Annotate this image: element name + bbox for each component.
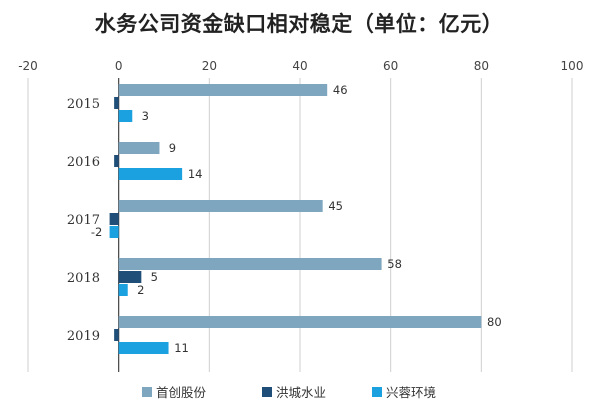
data-label: -2 — [91, 225, 102, 239]
data-label: 80 — [487, 315, 502, 329]
x-tick-label: 60 — [383, 59, 398, 73]
bar — [114, 97, 119, 109]
category-label: 2017 — [67, 213, 100, 228]
x-tick-label: 100 — [561, 59, 584, 73]
data-label: 11 — [174, 341, 189, 355]
bar — [114, 329, 119, 341]
bar — [118, 271, 142, 283]
x-tick-label: -20 — [18, 59, 38, 73]
x-tick-label: 20 — [202, 59, 217, 73]
bar — [118, 316, 482, 328]
bar — [118, 142, 160, 154]
data-label: 46 — [333, 83, 348, 97]
category-label: 2018 — [67, 271, 100, 286]
legend-swatch — [262, 387, 272, 397]
chart-title: 水务公司资金缺口相对稳定（单位：亿元） — [94, 12, 504, 36]
data-label: 14 — [188, 167, 203, 181]
x-tick-label: 0 — [115, 59, 123, 73]
bar — [118, 342, 169, 354]
category-label: 2015 — [67, 97, 100, 112]
bar — [118, 168, 183, 180]
data-label: 3 — [142, 109, 149, 123]
bar — [118, 258, 382, 270]
data-label: 9 — [169, 141, 176, 155]
category-label: 2019 — [67, 329, 100, 344]
data-label: 58 — [387, 257, 402, 271]
legend-label: 首创股份 — [156, 385, 207, 400]
bar — [118, 110, 133, 122]
x-tick-label: 40 — [292, 59, 307, 73]
bar — [118, 200, 323, 212]
category-label: 2016 — [67, 155, 100, 170]
x-tick-label: 80 — [474, 59, 489, 73]
data-label: 5 — [151, 270, 158, 284]
legend-swatch — [142, 387, 152, 397]
bar — [114, 155, 119, 167]
legend-label: 洪城水业 — [276, 385, 326, 400]
bar — [109, 226, 119, 238]
legend-label: 兴蓉环境 — [386, 385, 436, 400]
bar — [118, 284, 128, 296]
legend-swatch — [372, 387, 382, 397]
bar — [118, 84, 328, 96]
data-label: 45 — [328, 199, 343, 213]
bar — [109, 213, 119, 225]
data-label: 2 — [137, 283, 144, 297]
